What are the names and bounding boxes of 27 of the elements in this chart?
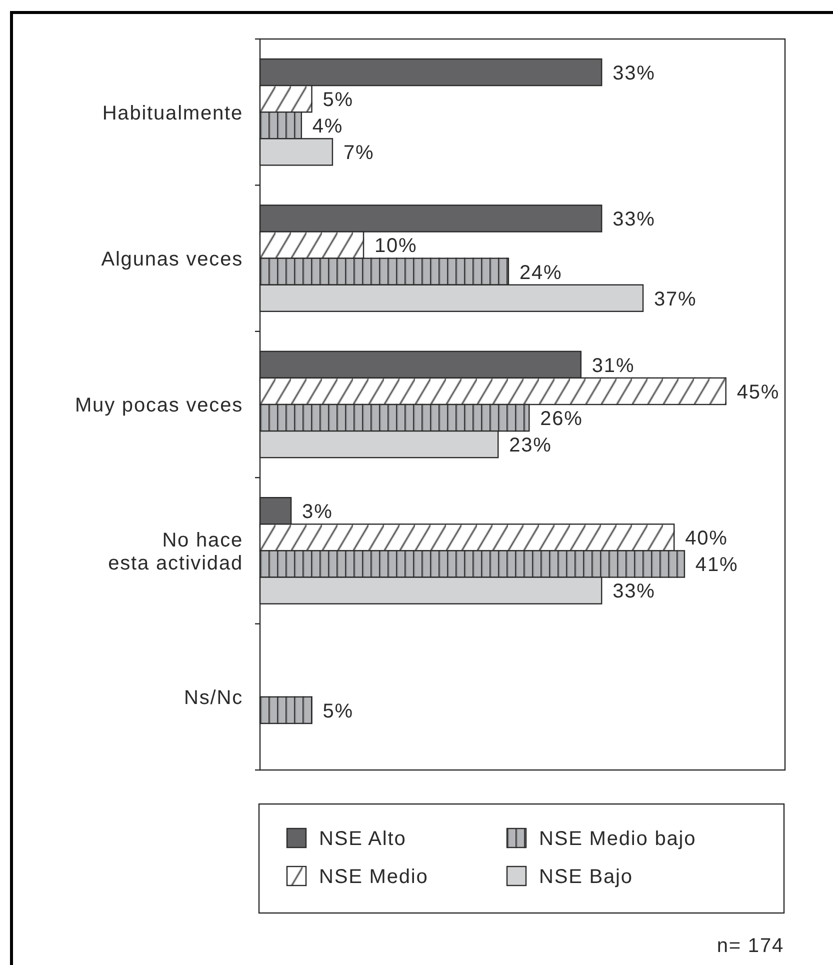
legend-label: NSE Alto bbox=[319, 828, 406, 850]
data-label: 5% bbox=[322, 700, 354, 722]
data-label: 5% bbox=[322, 89, 354, 112]
y-tick-label: Habitualmente bbox=[102, 102, 243, 124]
legend-label: NSE Medio bajo bbox=[539, 828, 696, 850]
data-label: 10% bbox=[374, 235, 418, 258]
text: n= 174 bbox=[716, 935, 784, 957]
data-label: 3% bbox=[302, 501, 333, 524]
data-label: 37% bbox=[654, 288, 697, 310]
data-label: 45% bbox=[736, 381, 780, 404]
data-label: 26% bbox=[540, 408, 583, 430]
data-label: 23% bbox=[509, 434, 552, 457]
data-label: 41% bbox=[695, 554, 738, 576]
data-label: 40% bbox=[685, 528, 728, 550]
legend-label: NSE Bajo bbox=[539, 866, 633, 888]
y-tick-label: Ns/Nc bbox=[184, 687, 243, 710]
y-tick-label: No hace esta actividad bbox=[108, 529, 243, 574]
data-label: 33% bbox=[612, 208, 656, 231]
data-label: 33% bbox=[612, 580, 656, 603]
y-tick-label: Algunas veces bbox=[101, 248, 243, 270]
data-label: 24% bbox=[519, 262, 562, 284]
data-label: 31% bbox=[592, 354, 635, 377]
data-label: 7% bbox=[343, 142, 374, 164]
data-label: 4% bbox=[312, 116, 344, 138]
data-label: 33% bbox=[612, 62, 656, 84]
legend-label: NSE Medio bbox=[319, 866, 428, 888]
y-tick-label: Muy pocas veces bbox=[74, 394, 243, 417]
